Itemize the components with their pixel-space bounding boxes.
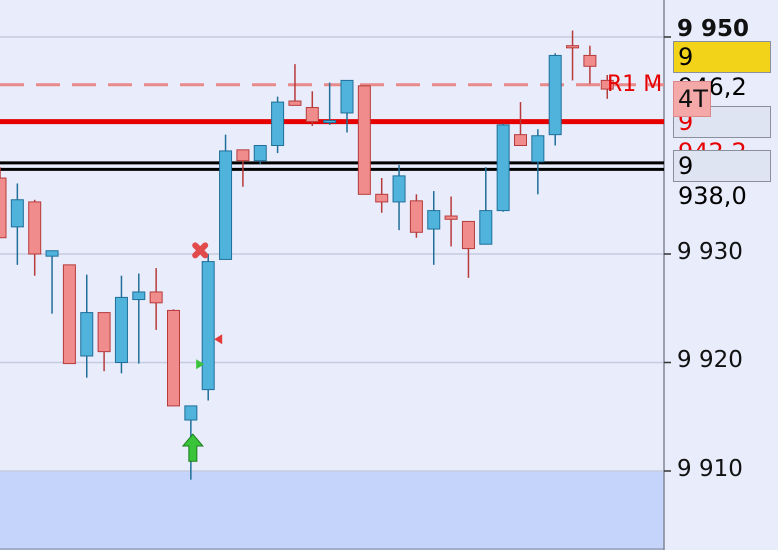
candle-body-22: [375, 193, 389, 203]
candle-body-18: [305, 107, 319, 123]
candle-body-32: [548, 54, 562, 136]
y-tick-label-9920: 9 920: [677, 347, 743, 373]
black-level-price-badge: 9 938,0: [673, 150, 771, 210]
candle-body-7: [114, 296, 128, 363]
candle-body-28: [479, 210, 493, 245]
shaded-zone: [0, 471, 664, 550]
candle-body-35: [600, 79, 614, 90]
candle-body-21: [357, 85, 371, 195]
candle-body-30: [514, 134, 527, 146]
candle-body-20: [340, 79, 354, 114]
candle-body-34: [583, 54, 597, 67]
candle-body-24: [409, 200, 423, 233]
candle-body-3: [45, 250, 59, 257]
candle-body-14: [236, 149, 250, 162]
candle-body-6: [97, 312, 111, 353]
candle-body-27: [461, 220, 475, 250]
candle-body-15: [253, 145, 267, 162]
candle-body-16: [271, 101, 285, 146]
candle-body-25: [427, 210, 441, 230]
candle-body-23: [392, 175, 406, 203]
candle-body-1: [10, 199, 24, 228]
candle-body-13: [219, 150, 233, 260]
buy-arrow-icon: [181, 433, 204, 462]
candle-body-2: [28, 201, 42, 255]
y-tick-label-9910: 9 910: [677, 456, 743, 482]
candle-body-19: [323, 120, 337, 124]
sell-triangle-icon: [214, 334, 223, 345]
y-tick-label-9950: 9 950: [677, 16, 750, 42]
timer-badge: 4T: [673, 81, 711, 117]
candle-body-4: [62, 264, 76, 365]
candle-body-0: [0, 177, 7, 239]
r1-monthly-label: R1 M: [607, 72, 663, 97]
candle-body-5: [80, 312, 94, 357]
candle-body-8: [132, 291, 146, 301]
exit-cross-icon: [192, 242, 209, 259]
candle-body-31: [531, 135, 545, 163]
candle-body-29: [496, 124, 510, 212]
candle-body-10: [167, 309, 180, 407]
plot-background: [0, 0, 664, 550]
candle-body-11: [184, 405, 198, 421]
candle-body-9: [149, 291, 163, 304]
candle-body-33: [566, 45, 580, 49]
candle-body-17: [288, 100, 302, 106]
current-price-badge: 9 946,2: [673, 41, 771, 101]
entry-triangle-icon: [196, 359, 205, 370]
y-tick-label-9930: 9 930: [677, 239, 743, 265]
candle-body-12: [201, 261, 215, 391]
candle-body-26: [444, 215, 458, 220]
